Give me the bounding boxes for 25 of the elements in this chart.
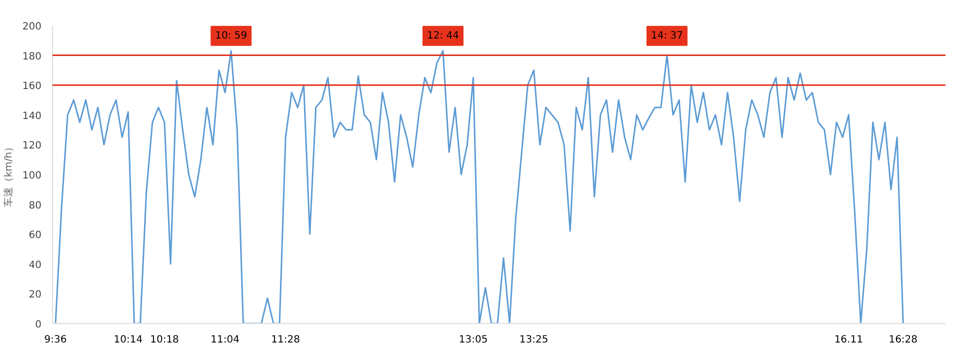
y-axis-title: 车速（km/h） <box>2 142 14 208</box>
y-tick-label: 60 <box>28 230 42 242</box>
y-tick-label: 180 <box>22 51 42 62</box>
x-tick-label: 11:28 <box>271 334 300 346</box>
x-tick-label: 13:25 <box>519 334 548 346</box>
y-tick-label: 40 <box>28 260 42 271</box>
x-tick-label: 16.11 <box>834 334 863 346</box>
x-tick-label: 10:18 <box>150 334 179 346</box>
y-tick-label: 120 <box>22 140 42 152</box>
y-tick-label: 100 <box>22 170 42 182</box>
x-tick-label: 13:05 <box>458 334 488 346</box>
x-tick-label: 11:04 <box>210 334 240 346</box>
annotation: 10: 59 <box>215 30 248 42</box>
annotation: 12: 44 <box>427 30 459 42</box>
annotation: 14: 37 <box>651 30 684 42</box>
x-tick-label: 16:28 <box>888 334 918 346</box>
y-tick-label: 140 <box>22 110 42 122</box>
line-series <box>54 50 904 324</box>
y-tick-label: 80 <box>28 200 42 212</box>
y-tick-label: 20 <box>28 290 42 301</box>
y-tick-label: 0 <box>35 320 42 330</box>
x-tick-label: 10:14 <box>114 334 143 346</box>
x-tick-label: 9:36 <box>44 334 67 346</box>
y-tick-label: 160 <box>22 81 42 92</box>
y-tick-label: 200 <box>22 22 42 32</box>
